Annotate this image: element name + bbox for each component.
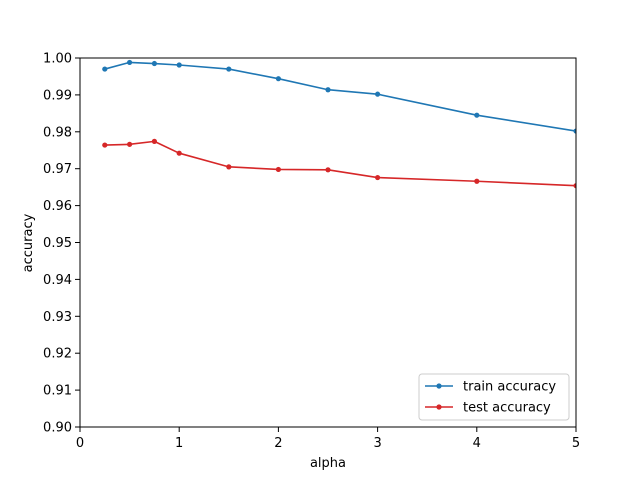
- x-tick-label: 0: [76, 436, 84, 451]
- y-tick-label: 1.00: [43, 52, 72, 67]
- data-point: [176, 62, 182, 68]
- y-tick-label: 0.94: [43, 273, 72, 288]
- x-tick-label: 2: [274, 436, 282, 451]
- legend: train accuracy test accuracy: [418, 373, 570, 421]
- y-tick-label: 0.91: [43, 384, 72, 399]
- y-tick-label: 0.99: [43, 88, 72, 103]
- y-tick-label: 0.92: [43, 347, 72, 362]
- data-point: [474, 112, 480, 118]
- legend-label: train accuracy: [463, 380, 556, 395]
- data-point: [573, 128, 576, 134]
- data-point: [151, 138, 157, 144]
- data-point: [474, 178, 480, 184]
- y-tick-label: 0.98: [43, 125, 72, 140]
- data-point: [102, 66, 108, 72]
- data-point: [226, 164, 232, 170]
- x-axis-label: alpha: [310, 456, 346, 471]
- data-point: [275, 76, 281, 82]
- data-point: [375, 91, 381, 97]
- plot-area: [102, 59, 576, 189]
- data-point: [573, 183, 576, 189]
- data-point: [127, 141, 133, 147]
- legend-label: test accuracy: [463, 401, 551, 416]
- y-tick-label: 0.97: [43, 162, 72, 177]
- data-point: [151, 60, 157, 67]
- x-tick-label: 4: [473, 436, 481, 451]
- y-tick-label: 0.96: [43, 199, 72, 214]
- y-tick-label: 0.95: [43, 236, 72, 251]
- y-tick-label: 0.93: [43, 310, 72, 325]
- x-tick-label: 5: [572, 436, 580, 451]
- series-line: [104, 61, 576, 132]
- data-point: [226, 66, 232, 72]
- data-point: [375, 174, 381, 181]
- data-point: [127, 59, 133, 66]
- legend-marker: [436, 383, 442, 389]
- data-point: [275, 166, 281, 173]
- series-train: [102, 59, 576, 134]
- data-point: [102, 142, 108, 148]
- axes: 0 1 2 3 4 5 0.90 0.91 0.92 0.93 0.94 0.95 0.96 0.97 0.…: [43, 52, 580, 452]
- legend-item: test accuracy: [425, 401, 551, 416]
- data-point: [325, 167, 331, 173]
- data-point: [325, 87, 331, 93]
- x-tick-label: 1: [175, 436, 183, 451]
- y-axis-label: accuracy: [21, 213, 36, 272]
- legend-box: [418, 373, 570, 421]
- legend-item: train accuracy: [425, 380, 556, 395]
- x-tick-label: 3: [373, 436, 381, 451]
- data-point: [176, 150, 182, 156]
- series-test: [102, 138, 576, 189]
- y-tick-label: 0.90: [43, 421, 72, 436]
- series-line: [104, 140, 576, 187]
- legend-marker: [436, 404, 442, 410]
